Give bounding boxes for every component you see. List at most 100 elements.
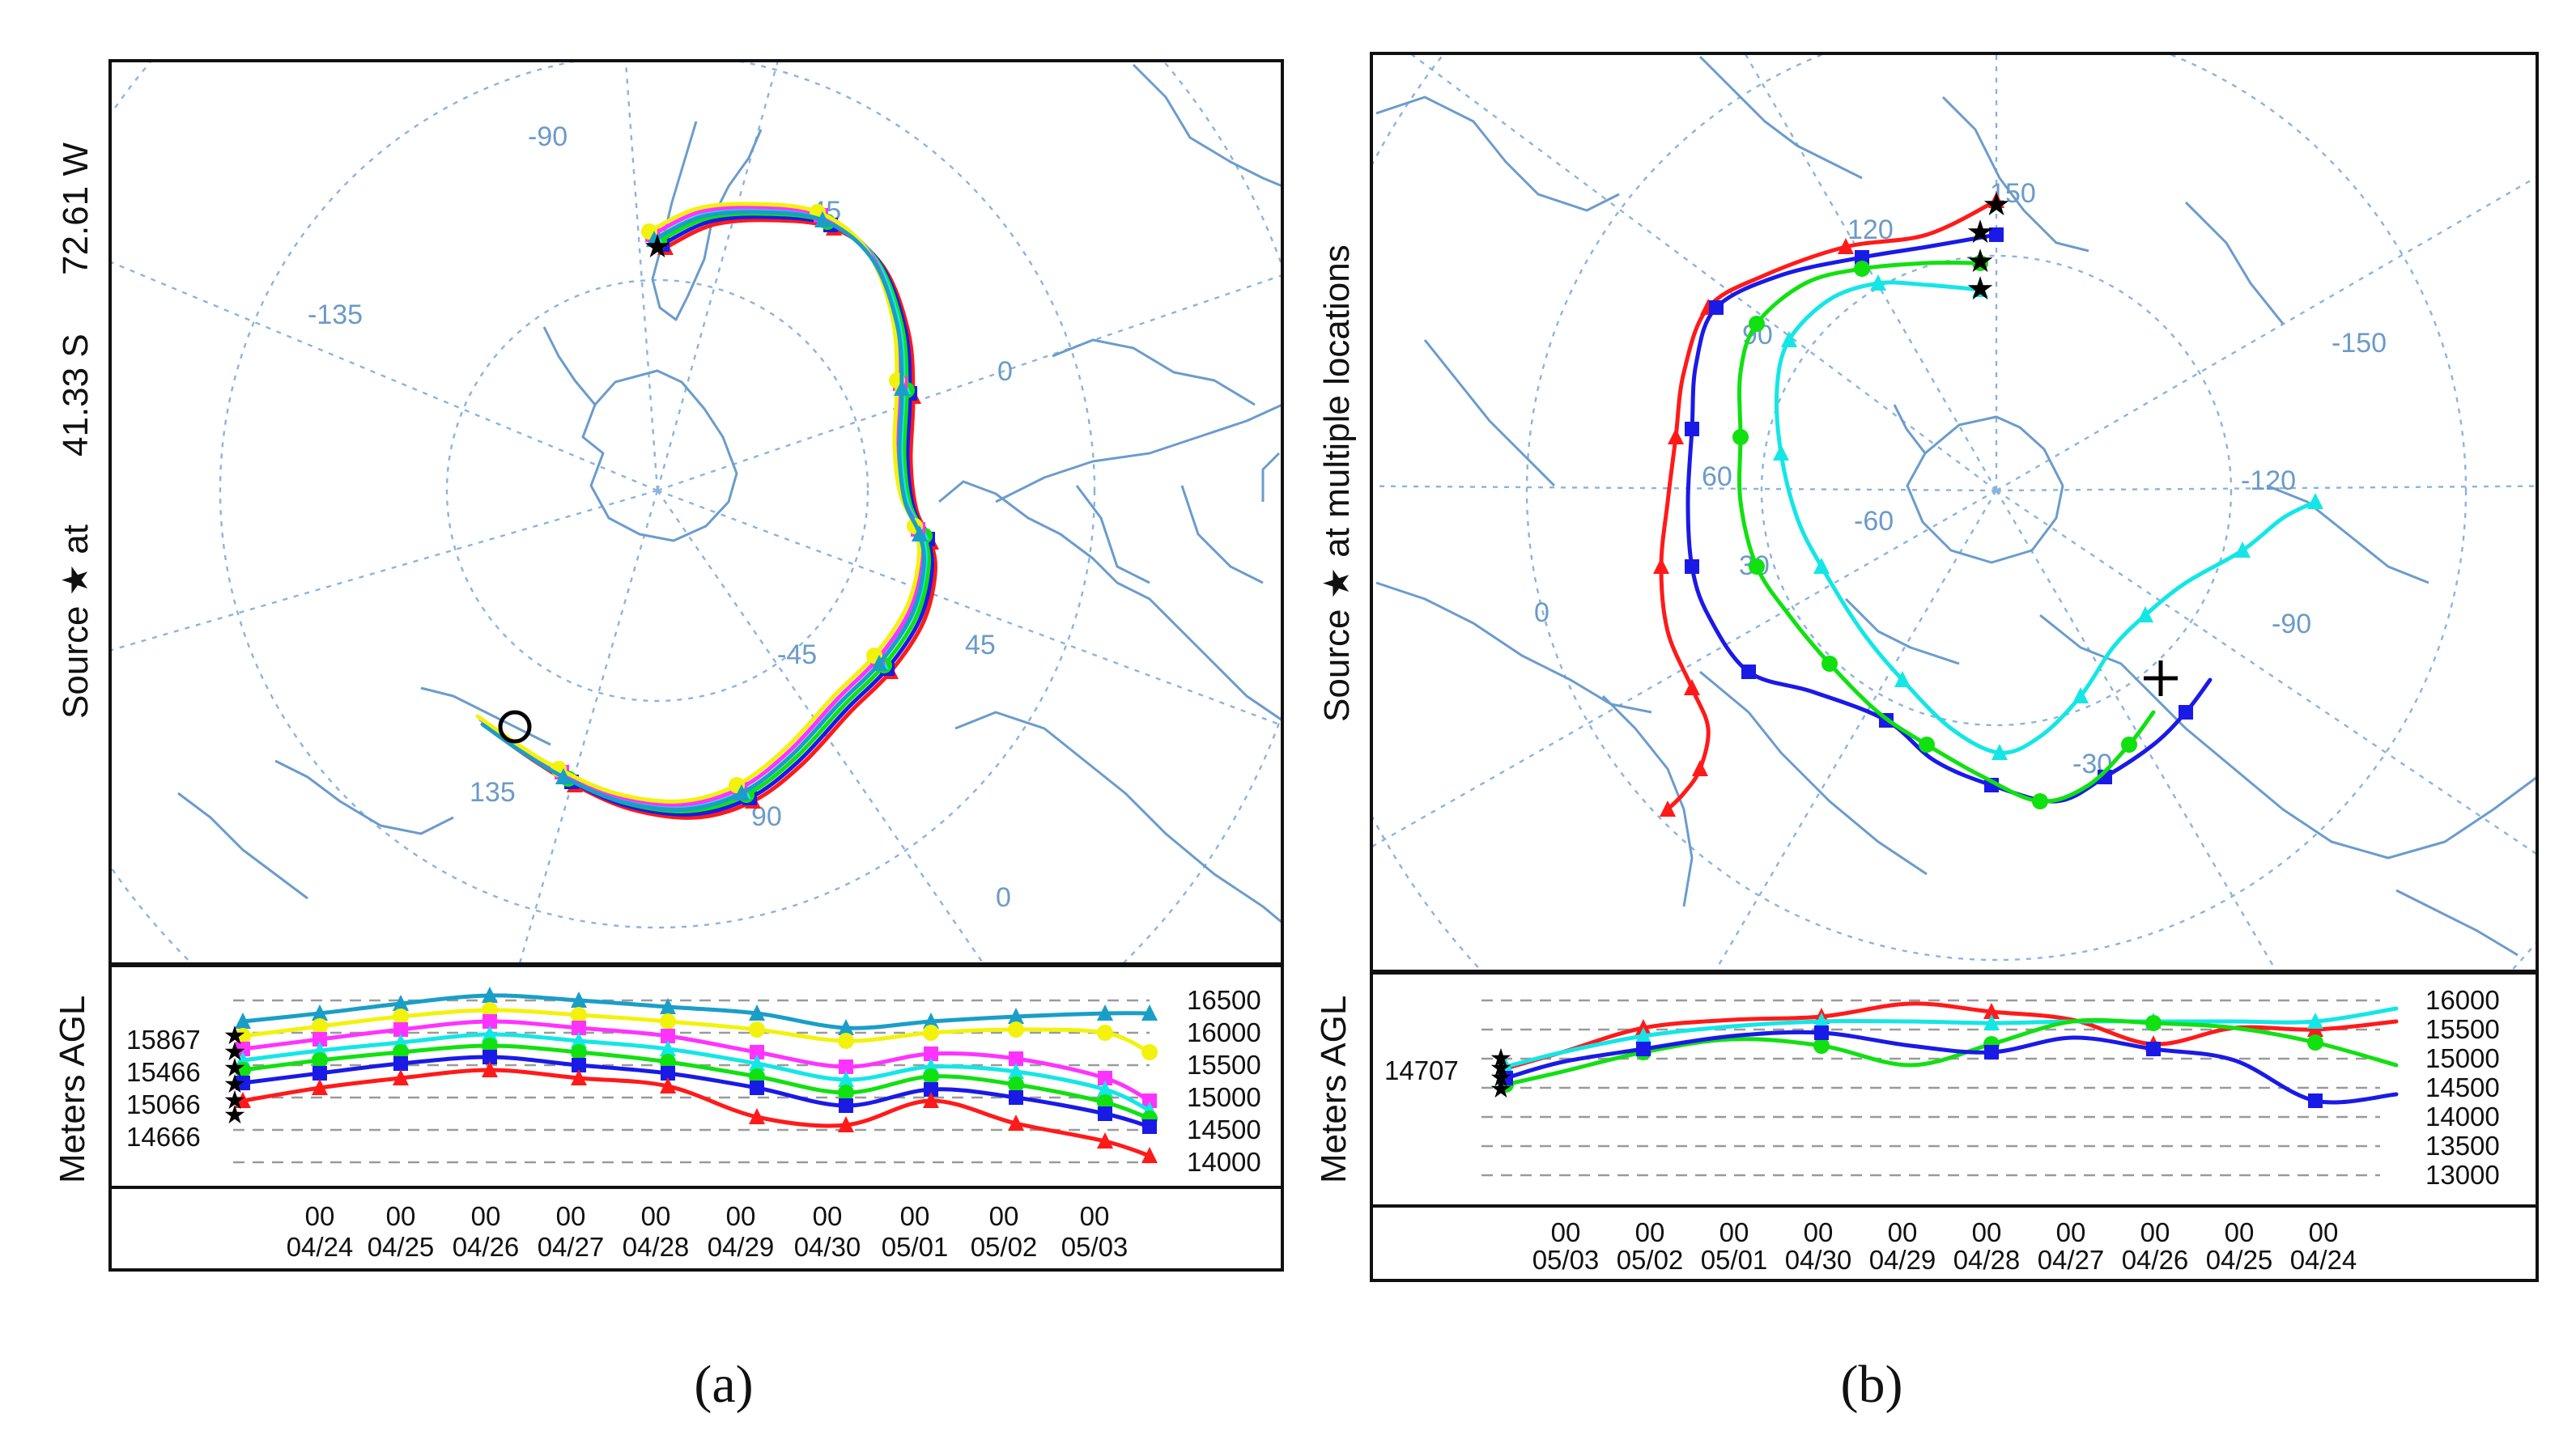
panel-a-time-frame <box>108 1186 1284 1272</box>
panel-a-hour-label: 00 <box>1080 1201 1110 1231</box>
panel-a-height-cyan-marker <box>482 1025 498 1042</box>
panel-a-height-magenta-marker <box>750 1045 764 1059</box>
panel-a-height-teal-marker <box>1141 1004 1158 1021</box>
panel-b-grid-labels: 150 120 90 60 30 0 -60 -30 -150 -120 -90 <box>1534 178 2387 779</box>
panel-a-height-magenta-marker <box>393 1022 408 1037</box>
panel-a-start-height: 14666 <box>126 1122 201 1152</box>
panel-a-height-yellow-marker <box>1141 1044 1158 1060</box>
panel-a-height-red-marker <box>749 1108 765 1124</box>
panel-a-height-blue-marker <box>236 1076 250 1090</box>
panel-b-height-blue-marker <box>1814 1025 1829 1040</box>
panel-b-date-label: 04/26 <box>2122 1245 2189 1275</box>
panel-a-height-green-marker <box>923 1068 939 1085</box>
panel-b-hour-label: 00 <box>2309 1217 2339 1247</box>
panel-a-date-ticks: 0004/240004/250004/260004/270004/280004/… <box>287 1201 1129 1262</box>
panel-a-latitude: 41.33 S <box>56 333 96 456</box>
panel-b-caption: (b) <box>1841 1355 1903 1414</box>
panel-a-height-red-marker <box>235 1092 251 1108</box>
panel-b-height-cyan-marker <box>2307 1013 2323 1029</box>
panel-b-track-blue-marker <box>2179 705 2193 720</box>
panel-b-track-red-marker <box>1692 760 1708 776</box>
panel-a-date-label: 04/30 <box>794 1232 861 1262</box>
panel-a-date-label: 05/01 <box>882 1232 949 1262</box>
panel-a-height-magenta-marker <box>312 1032 327 1047</box>
panel-a-source-text: Source ★ at <box>56 524 96 719</box>
panel-b-height-series <box>1498 1001 2399 1108</box>
panel-a-height-cyan-marker <box>571 1032 587 1048</box>
panel-a-track-teal-marker <box>555 768 572 784</box>
panel-a-height-green-marker <box>1008 1076 1024 1093</box>
panel-a-track-teal-line <box>480 210 926 812</box>
panel-a-start-star-icon: ★ <box>223 1085 247 1115</box>
panel-b-track-cyan-marker <box>1894 671 1911 687</box>
panel-a-height-teal-marker <box>1008 1008 1024 1024</box>
panel-a-date-label: 04/29 <box>708 1232 775 1262</box>
panel-a-date-label: 04/28 <box>623 1232 690 1262</box>
panel-b-grid-label: 60 <box>1702 461 1732 492</box>
panel-b-hour-label: 00 <box>1888 1217 1918 1247</box>
panel-a-track-teal-marker <box>871 655 887 671</box>
panel-a-height-yellow-marker <box>1097 1025 1113 1041</box>
panel-b-right-tick: 14500 <box>2425 1072 2500 1102</box>
panel-b-y-axis-label: Meters AGL <box>1314 996 1354 1183</box>
panel-b-hour-label: 00 <box>1719 1217 1749 1247</box>
panel-a-hour-label: 00 <box>989 1201 1019 1231</box>
panel-b-start-stars: ★★★★ <box>1490 1043 1513 1103</box>
panel-a-height-yellow-marker <box>1008 1021 1024 1038</box>
panel-b-track-blue-line <box>1685 232 2213 804</box>
panel-b-track-blue-marker <box>1741 665 1756 679</box>
panel-b-right-tick: 15500 <box>2425 1014 2500 1044</box>
panel-a-height-series <box>235 987 1158 1163</box>
panel-b-start-height: 14707 <box>1384 1055 1459 1085</box>
panel-a-hour-label: 00 <box>305 1201 335 1231</box>
panel-b-track-green-marker <box>2032 793 2048 809</box>
panel-a-height-blue-marker <box>661 1066 675 1081</box>
panel-b-date-label: 04/28 <box>1953 1245 2021 1275</box>
panel-a-date-label: 04/27 <box>538 1232 605 1262</box>
panel-b-grid-label: -120 <box>2241 465 2296 496</box>
panel-b-track-cyan-marker <box>1972 281 1988 297</box>
panel-a-height-teal-marker <box>482 987 498 1003</box>
panel-b-source-star-icon: ★ <box>1966 214 1995 250</box>
panel-a-hour-label: 00 <box>386 1201 416 1231</box>
panel-b-track-green-marker <box>1919 737 1935 753</box>
panel-a-grid-labels: -90 -45 -135 0 -45 45 135 90 0 <box>308 121 1013 913</box>
panel-a-height-blue-marker <box>924 1082 938 1097</box>
panel-a-height-teal-marker <box>838 1019 854 1035</box>
panel-b-height-green-marker <box>1813 1038 1830 1054</box>
panel-a-map-graticule <box>110 61 1282 964</box>
panel-b-source-label: Source ★ at multiple locations <box>1317 244 1357 722</box>
panel-a-height-cyan-marker <box>1097 1081 1113 1097</box>
panel-a-start-stars: ★★★★★★ <box>223 1021 247 1129</box>
panel-b-height-cyan-marker <box>1498 1058 1514 1074</box>
panel-b-right-tick: 15000 <box>2425 1043 2500 1073</box>
panel-a-height-blue-marker <box>482 1050 497 1064</box>
panel-a-date-label: 04/25 <box>368 1232 435 1262</box>
panel-b-track-cyan-marker <box>1813 558 1830 574</box>
panel-a-height-blue-marker <box>839 1098 853 1113</box>
panel-a-height-yellow-marker <box>393 1009 409 1025</box>
panel-a-hour-label: 00 <box>556 1201 586 1231</box>
panel-b-height-blue-marker <box>1984 1045 1999 1059</box>
panel-a-height-teal-marker <box>235 1013 251 1029</box>
panel-b-track-red-marker <box>1668 428 1684 444</box>
panel-b-start-star-icon: ★ <box>1490 1053 1513 1082</box>
panel-a-height-green-marker <box>838 1085 854 1101</box>
panel-a-height-magenta-marker <box>1098 1071 1112 1085</box>
panel-b-height-cyan-marker <box>1635 1027 1651 1043</box>
panel-a-source-star-icon: ★ <box>643 229 672 265</box>
panel-a-height-yellow-marker <box>312 1018 328 1034</box>
panel-b-trajectories <box>1653 192 2323 817</box>
panel-a-height-yellow-marker <box>749 1021 765 1038</box>
panel-b-map-graticule <box>1371 53 2537 971</box>
panel-a-height-red-marker <box>1097 1132 1113 1149</box>
panel-a-track-teal-marker <box>646 231 662 247</box>
panel-b-hour-label: 00 <box>1635 1217 1665 1247</box>
panel-b-grid-label: 0 <box>1534 597 1549 628</box>
panel-b-track-blue-marker <box>1855 250 1869 265</box>
panel-a-track-cyan-line <box>482 208 928 810</box>
panel-a-date-label: 04/26 <box>453 1232 520 1262</box>
panel-a-hour-label: 00 <box>641 1201 671 1231</box>
